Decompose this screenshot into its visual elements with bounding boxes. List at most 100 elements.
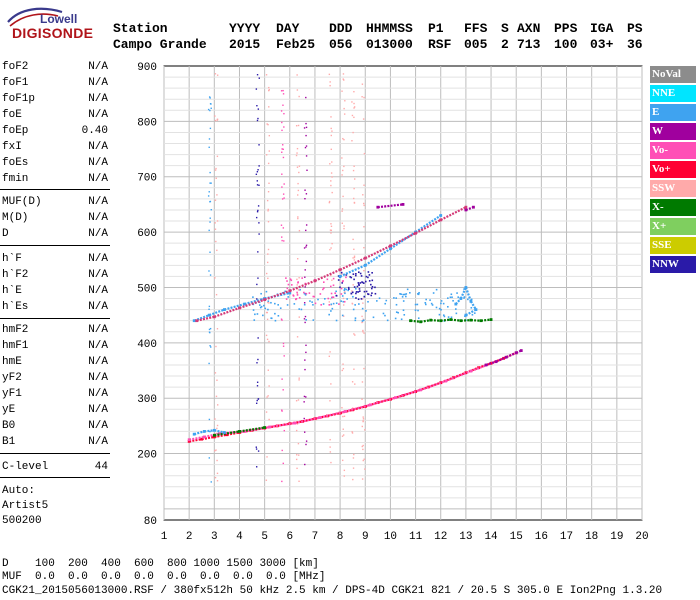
trace-segment bbox=[244, 425, 270, 433]
param-value: N/A bbox=[88, 253, 108, 265]
noise-dot bbox=[361, 381, 364, 383]
noise-dot bbox=[300, 308, 303, 311]
noise-dot bbox=[345, 288, 348, 291]
noise-dot bbox=[353, 278, 355, 281]
param-value: N/A bbox=[88, 157, 108, 169]
noise-dot bbox=[330, 232, 332, 234]
param-row: h`F N/A bbox=[2, 251, 108, 267]
legend-item-w: W bbox=[650, 123, 696, 140]
noise-dot bbox=[384, 302, 387, 305]
noise-dot bbox=[208, 305, 211, 308]
noise-dot bbox=[280, 224, 283, 226]
noise-dot bbox=[268, 340, 270, 343]
noise-dot bbox=[305, 319, 307, 321]
noise-dot bbox=[215, 240, 217, 243]
param-value: N/A bbox=[88, 77, 108, 89]
noise-dot bbox=[283, 355, 285, 357]
file-info-footer: CGK21_2015056013000.RSF / 380fx512h 50 k… bbox=[2, 585, 663, 597]
noise-dot bbox=[362, 416, 364, 418]
noise-dot bbox=[303, 291, 305, 294]
x-tick-label: 13 bbox=[459, 531, 472, 543]
data-point bbox=[439, 218, 443, 222]
noise-dot bbox=[257, 117, 259, 120]
noise-dot bbox=[265, 74, 268, 76]
noise-dot bbox=[467, 298, 469, 301]
noise-dot bbox=[216, 249, 218, 252]
noise-dot bbox=[338, 303, 340, 305]
noise-dot bbox=[281, 148, 283, 150]
trace-segment bbox=[445, 370, 472, 383]
noise-dot bbox=[283, 112, 285, 115]
trace-segment bbox=[204, 432, 220, 439]
noise-dot bbox=[352, 238, 354, 241]
noise-dot bbox=[305, 224, 308, 226]
param-row-clevel: C-level 44 bbox=[2, 459, 108, 475]
noise-dot bbox=[305, 134, 307, 137]
noise-dot bbox=[470, 298, 473, 301]
noise-dot bbox=[298, 480, 300, 482]
noise-dot bbox=[363, 246, 365, 249]
noise-dot bbox=[267, 221, 270, 223]
noise-dot bbox=[305, 440, 308, 442]
noise-dot bbox=[347, 289, 349, 292]
noise-dot bbox=[267, 301, 269, 304]
noise-dot bbox=[343, 287, 346, 290]
noise-dot bbox=[266, 396, 268, 398]
noise-dot bbox=[456, 292, 458, 294]
header-label-year: YYYY bbox=[229, 21, 261, 36]
param-row: hmE N/A bbox=[2, 354, 108, 370]
noise-dot bbox=[341, 435, 344, 437]
trace-segment bbox=[505, 351, 517, 359]
noise-dot bbox=[384, 314, 386, 317]
noise-dot bbox=[258, 222, 260, 224]
noise-dot bbox=[353, 248, 355, 251]
digisonde-logo: Lowell DIGISONDE bbox=[2, 2, 102, 50]
noise-dot bbox=[268, 150, 270, 152]
noise-dot bbox=[303, 318, 306, 320]
header-label-station: Station bbox=[113, 21, 168, 36]
noise-dot bbox=[363, 226, 365, 228]
noise-dot bbox=[257, 209, 259, 212]
noise-dot bbox=[378, 297, 381, 300]
noise-dot bbox=[361, 445, 363, 448]
noise-dot bbox=[305, 344, 307, 347]
noise-dot bbox=[265, 411, 268, 413]
noise-dot bbox=[281, 319, 283, 321]
noise-dot bbox=[210, 481, 212, 483]
divider bbox=[0, 189, 110, 190]
noise-dot bbox=[343, 315, 345, 317]
noise-dot bbox=[267, 123, 269, 126]
noise-dot bbox=[362, 302, 364, 304]
trace-segment bbox=[430, 319, 441, 322]
noise-dot bbox=[256, 362, 258, 364]
param-value: N/A bbox=[88, 301, 108, 313]
x-tick-label: 19 bbox=[610, 531, 623, 543]
noise-dot bbox=[355, 292, 357, 295]
param-row: fxI N/A bbox=[2, 139, 108, 155]
noise-dot bbox=[447, 297, 449, 299]
legend-item-ssw: SSW bbox=[650, 180, 696, 197]
trace-segment bbox=[213, 306, 240, 318]
trace-segment bbox=[459, 287, 467, 299]
noise-dot bbox=[363, 367, 365, 370]
x-tick-label: 20 bbox=[635, 531, 648, 543]
noise-dot bbox=[351, 431, 353, 433]
x-axis-ticks: 1 2 3 4 5 6 7 8 9 10 11 12 13 14 15 16 17 18 19 20 bbox=[161, 531, 649, 543]
noise-dot bbox=[343, 79, 345, 81]
noise-dot bbox=[282, 93, 285, 95]
header-value-ffs: 005 bbox=[464, 37, 488, 52]
noise-dot bbox=[266, 318, 269, 321]
trace-segment bbox=[485, 360, 497, 367]
noise-dot bbox=[342, 300, 345, 303]
noise-dot bbox=[283, 240, 285, 242]
noise-dot bbox=[341, 459, 344, 462]
noise-dot bbox=[304, 286, 306, 288]
trace-segment bbox=[244, 297, 265, 306]
noise-dot bbox=[341, 273, 343, 275]
noise-dot bbox=[329, 298, 332, 300]
noise-dot bbox=[350, 292, 353, 295]
param-row: foF1 N/A bbox=[2, 75, 108, 91]
noise-dot bbox=[214, 119, 217, 122]
noise-dot bbox=[264, 307, 267, 310]
noise-dot bbox=[256, 119, 259, 122]
